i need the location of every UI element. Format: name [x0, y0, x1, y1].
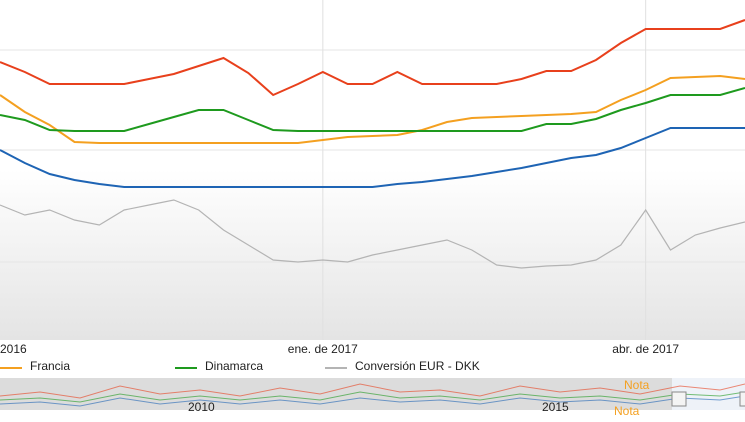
navigator-handle[interactable]	[739, 391, 745, 407]
x-tick-label: ene. de 2017	[288, 342, 358, 356]
series-line	[0, 87, 745, 132]
navigator-handle[interactable]	[671, 391, 687, 407]
series-line	[0, 127, 745, 188]
series-line	[0, 19, 745, 97]
plot-background	[0, 0, 745, 340]
navigator-note: Nota	[624, 378, 650, 392]
navigator-label: 2015	[542, 400, 569, 414]
x-tick-label: abr. de 2017	[612, 342, 679, 356]
series-line	[0, 74, 745, 144]
series-line	[0, 199, 745, 269]
legend-label: Conversión EUR - DKK	[355, 359, 480, 373]
legend-label: Dinamarca	[205, 359, 263, 373]
navigator-note: Nota	[614, 404, 640, 418]
legend-label: Francia	[30, 359, 70, 373]
plot	[0, 0, 745, 340]
navigator-line	[0, 383, 745, 399]
navigator-line	[0, 395, 745, 407]
navigator-line	[0, 391, 745, 403]
legend: Francia Dinamarca Conversión EUR - DKK	[0, 359, 480, 373]
navigator-label: 2010	[188, 400, 215, 414]
x-tick-label: 2016	[0, 342, 27, 356]
